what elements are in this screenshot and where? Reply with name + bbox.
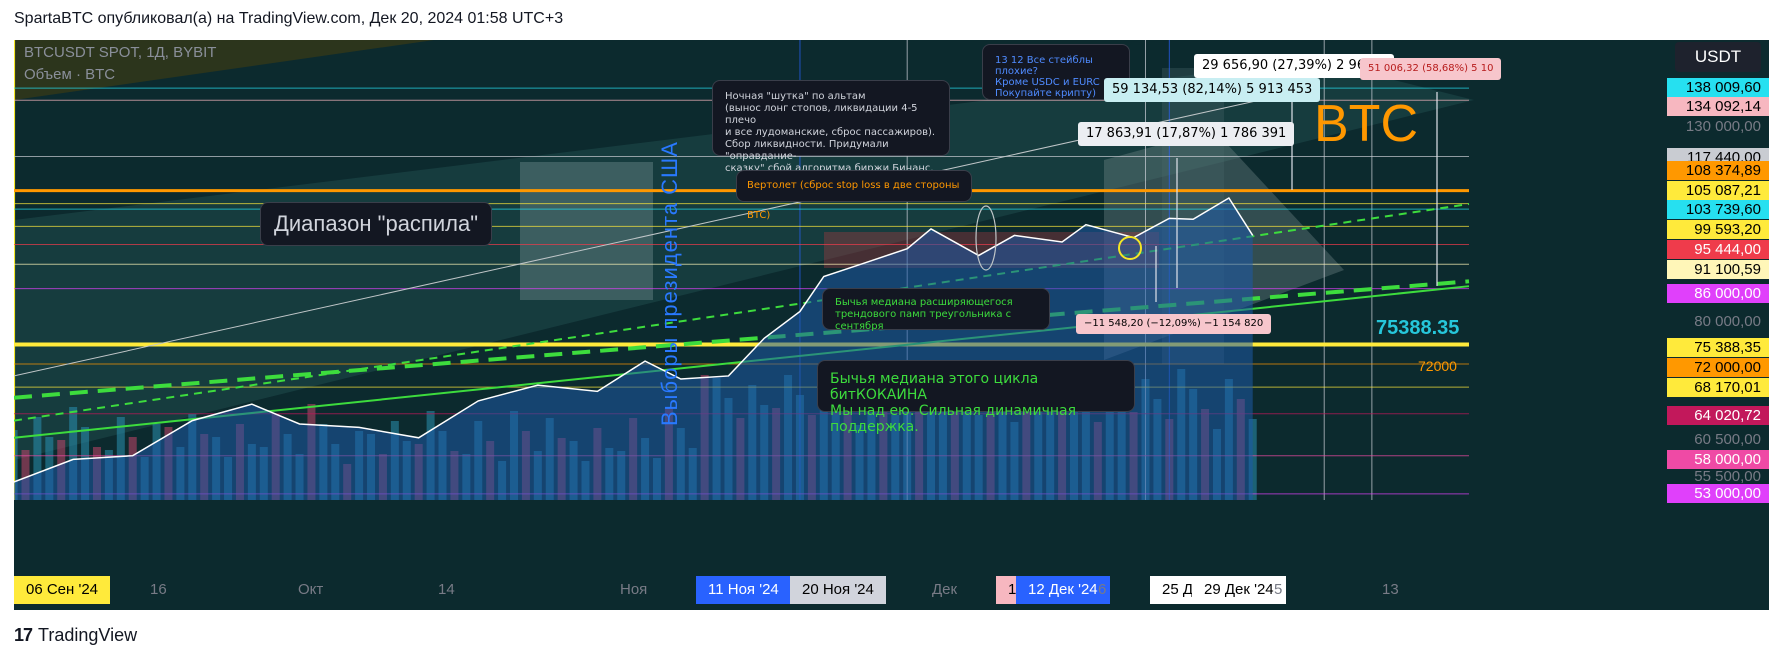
note-range[interactable]: Диапазон "распила" (260, 202, 492, 246)
price-axis-label[interactable]: 105 087,21 (1667, 181, 1769, 200)
price-axis-label[interactable]: 138 009,60 (1667, 78, 1769, 97)
tradingview-brand: TradingView (38, 625, 138, 645)
highlight-circle (1118, 236, 1142, 260)
time-axis-label[interactable]: 16 (150, 581, 167, 598)
btc-big-label: BTC (1314, 95, 1418, 153)
range-box (520, 162, 653, 300)
time-axis-label[interactable]: 13 (1382, 581, 1399, 598)
currency-button[interactable]: USDT (1675, 42, 1761, 72)
price-axis-label[interactable]: 95 444,00 (1667, 240, 1769, 259)
note-alts-line: сказку" сбой алгоритма биржи Бинанс. (725, 163, 934, 174)
price-axis-label[interactable]: 55 500,00 (1694, 468, 1761, 485)
price-axis-label[interactable]: 86 000,00 (1667, 284, 1769, 303)
time-axis-label[interactable]: Окт (298, 581, 324, 598)
chart-area[interactable]: BTCUSDT SPOT, 1Д, BYBIT Объем · BTC USDT… (14, 40, 1769, 610)
price-axis-label[interactable]: 134 092,14 (1667, 97, 1769, 116)
price-axis-label[interactable]: 91 100,59 (1667, 260, 1769, 279)
time-axis-label[interactable]: 5 (1274, 581, 1283, 598)
tradingview-logo-icon: 17 (14, 625, 33, 645)
time-axis-label[interactable]: Дек (932, 581, 958, 598)
time-axis-label[interactable]: 29 Дек '24 (1192, 576, 1286, 604)
price-axis-label[interactable]: 72 000,00 (1667, 358, 1769, 377)
price-axis-label[interactable]: 99 593,20 (1667, 220, 1769, 239)
trend-channel-fill (14, 60, 1474, 460)
note-stables-line: Кроме USDC и EURC (995, 77, 1100, 88)
time-axis-label[interactable]: 14 (438, 581, 455, 598)
footer: 17 TradingView (14, 625, 137, 646)
price-axis-label[interactable]: 68 170,01 (1667, 378, 1769, 397)
note-median2-line: Мы над ею. Сильная динамичная поддержка. (830, 403, 1077, 435)
publish-header: SpartaBTC опубликовал(а) на TradingView.… (14, 10, 564, 27)
price-axis-label[interactable]: 75 388,35 (1667, 338, 1769, 357)
volume-bar (33, 417, 42, 500)
measure-label-4[interactable]: 17 863,91 (17,87%) 1 786 391 (1078, 122, 1295, 146)
measure-label-5[interactable]: −11 548,20 (−12,09%) −1 154 820 (1076, 314, 1272, 334)
time-axis-label[interactable]: 6 (1098, 581, 1107, 598)
note-alts-line: и все лудоманские, сброс пассажиров). (725, 127, 936, 138)
line-label-72000: 72000 (1418, 358, 1457, 374)
price-axis-label[interactable]: 58 000,00 (1667, 450, 1769, 469)
price-axis-label[interactable]: 53 000,00 (1667, 484, 1769, 503)
time-axis-label[interactable]: 12 Дек '24 (1016, 576, 1110, 604)
line-label-75388: 75388.35 (1376, 317, 1460, 339)
note-median1-line: трендового памп треугольника с сентября (835, 309, 1012, 332)
time-axis-label[interactable]: 20 Ноя '24 (790, 576, 886, 604)
heli-ellipse (975, 205, 997, 271)
note-alts-line: (вынос лонг стопов, ликвидации 4-5 плечо (725, 103, 918, 126)
measure-label-3[interactable]: 51 006,32 (58,68%) 5 10 (1360, 58, 1502, 80)
note-median2-line: Бычья медиана этого цикла битКОКАИНА (830, 371, 1039, 403)
time-axis-label[interactable]: 11 Ноя '24 (696, 576, 791, 604)
note-median-cycle[interactable]: Бычья медиана этого цикла битКОКАИНА Мы … (817, 360, 1135, 435)
price-axis-label[interactable]: 130 000,00 (1685, 118, 1761, 135)
note-median-triangle[interactable]: Бычья медиана расширяющегося трендового … (822, 288, 1050, 332)
vertical-text: Выборы президента США (657, 141, 682, 426)
price-area (14, 197, 1253, 500)
time-axis-label[interactable]: Ноя (620, 581, 648, 598)
volume-bar (21, 450, 30, 500)
note-helicopter[interactable]: Вертолет (сброс stop loss в две стороны … (736, 170, 972, 221)
measure-label-1[interactable]: 59 134,53 (82,14%) 5 913 453 (1104, 78, 1321, 102)
volume-bar (69, 407, 78, 500)
note-stables-line: Покупайте крипту) (995, 88, 1096, 99)
price-axis-label[interactable]: 108 374,89 (1667, 161, 1769, 180)
price-line (14, 196, 1254, 483)
price-axis-label[interactable]: 80 000,00 (1694, 313, 1761, 330)
price-axis-label[interactable]: 103 739,60 (1667, 200, 1769, 219)
volume-bar (14, 430, 18, 500)
note-alts[interactable]: Ночная "шутка" по альтам (вынос лонг сто… (712, 80, 950, 174)
note-alts-line: Сбор ликвидности. Придумали "оправдание- (725, 139, 889, 162)
symbol-legend[interactable]: BTCUSDT SPOT, 1Д, BYBIT (24, 44, 217, 61)
price-axis-label[interactable]: 64 020,72 (1667, 406, 1769, 425)
note-stables-line: 13 12 Все стейблы плохие? (995, 55, 1093, 77)
volume-legend[interactable]: Объем · BTC (24, 66, 116, 83)
note-alts-line: Ночная "шутка" по альтам (725, 91, 866, 102)
time-axis-label[interactable]: 06 Сен '24 (14, 576, 111, 604)
note-median1-line: Бычья медиана расширяющегося (835, 297, 1013, 308)
price-axis-label[interactable]: 60 500,00 (1694, 431, 1761, 448)
top-left-band (14, 40, 434, 100)
